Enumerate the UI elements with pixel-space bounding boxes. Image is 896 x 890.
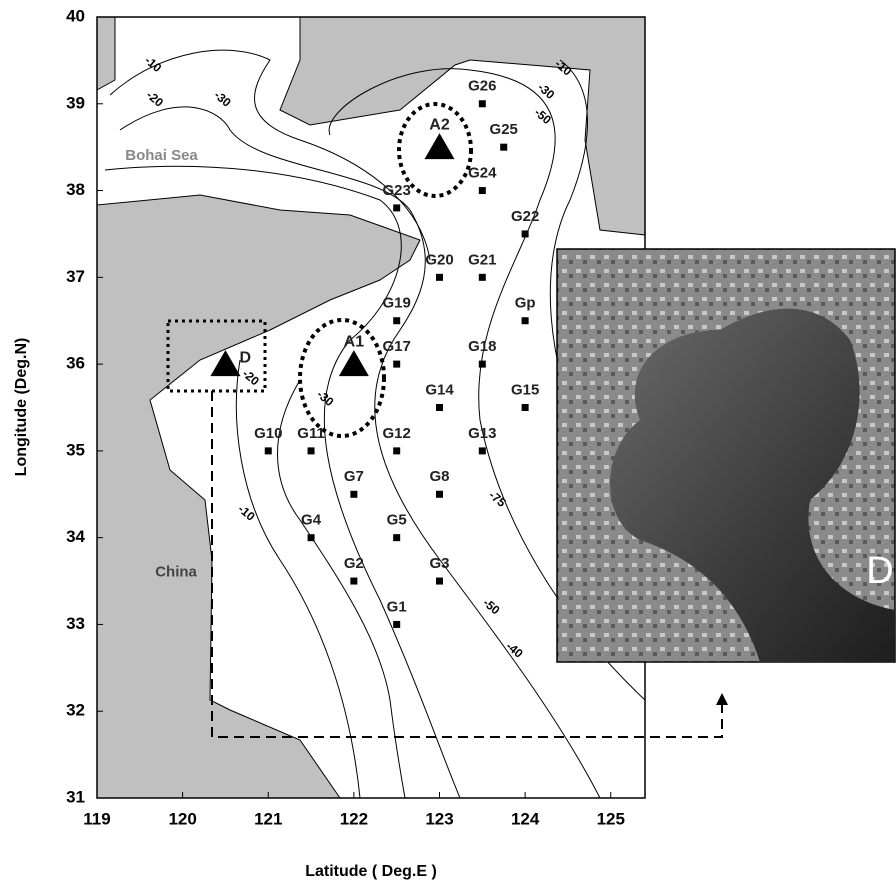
y-tick-label: 35 <box>66 440 85 459</box>
arrow-head <box>716 693 728 705</box>
station-marker <box>393 317 401 325</box>
inset-water <box>610 308 895 662</box>
station-label: G22 <box>511 208 539 225</box>
site-label: A1 <box>344 333 365 350</box>
inset-photo: D <box>556 248 896 663</box>
y-tick-label: 40 <box>66 6 85 25</box>
station-label: G12 <box>383 425 411 442</box>
station-label: G25 <box>490 121 518 138</box>
station-marker <box>350 577 358 585</box>
station-marker <box>521 404 529 411</box>
station-label: G23 <box>383 182 411 199</box>
station-marker <box>478 360 486 368</box>
inset-pointer <box>211 391 723 738</box>
station-marker <box>393 447 401 455</box>
station-marker <box>478 273 486 281</box>
x-tick-label: 125 <box>597 809 625 828</box>
station-marker <box>478 100 486 108</box>
station-marker <box>393 620 401 628</box>
station-label: G8 <box>429 468 449 485</box>
station-label: Gp <box>515 295 536 312</box>
site-circle <box>397 102 473 198</box>
station-label: G19 <box>383 295 411 312</box>
station-marker <box>436 404 443 411</box>
site-marker <box>424 133 455 160</box>
x-tick-label: 119 <box>83 809 110 828</box>
station-marker <box>307 534 315 542</box>
place-label: China <box>155 563 197 580</box>
station-label: G21 <box>468 251 496 268</box>
site-label: D <box>239 349 251 366</box>
station-marker <box>478 447 486 455</box>
station-label: G4 <box>301 512 322 529</box>
station-label: G2 <box>344 555 364 572</box>
station-label: G10 <box>254 425 282 442</box>
station-label: G1 <box>387 598 407 615</box>
y-tick-label: 36 <box>66 354 85 373</box>
station-marker <box>500 143 508 151</box>
x-tick-label: 120 <box>168 809 196 828</box>
y-tick-label: 34 <box>66 527 85 546</box>
station-marker <box>436 273 443 281</box>
station-label: G24 <box>468 165 497 182</box>
station-label: G14 <box>425 381 454 398</box>
x-tick-label: 122 <box>340 809 368 828</box>
station-label: G7 <box>344 468 364 485</box>
station-marker <box>521 230 529 238</box>
station-marker <box>393 534 401 542</box>
y-tick-label: 39 <box>66 93 85 112</box>
station-label: G20 <box>425 251 453 268</box>
y-tick-label: 33 <box>66 614 85 633</box>
station-label: G26 <box>468 78 496 95</box>
contour-line <box>104 165 461 799</box>
y-axis-title: Longitude (Deg.N) <box>13 338 30 477</box>
site-circle <box>298 318 386 438</box>
station-marker <box>307 447 315 455</box>
station-label: G15 <box>511 381 539 398</box>
x-axis-title: Latitude ( Deg.E ) <box>305 863 437 880</box>
inset-label: D <box>866 550 893 592</box>
station-marker <box>436 490 443 498</box>
site-marker <box>210 350 241 377</box>
contour-line <box>277 379 406 799</box>
contour-line <box>109 49 431 261</box>
y-tick-label: 31 <box>66 787 85 806</box>
station-marker <box>264 447 272 455</box>
station-label: G5 <box>387 512 407 529</box>
x-tick-label: 123 <box>425 809 453 828</box>
contour-line <box>119 106 601 799</box>
place-label: Bohai Sea <box>125 147 198 164</box>
station-marker <box>436 577 443 585</box>
site-label: A2 <box>429 116 450 133</box>
station-marker <box>350 490 358 498</box>
station-label: G17 <box>383 338 411 355</box>
sea <box>96 16 646 799</box>
station-marker <box>393 204 401 212</box>
contour-line <box>328 68 646 701</box>
y-tick-label: 32 <box>66 701 85 720</box>
x-tick-label: 121 <box>254 809 282 828</box>
station-label: G18 <box>468 338 496 355</box>
station-label: G3 <box>429 555 449 572</box>
station-marker <box>521 317 529 325</box>
station-label: G13 <box>468 425 496 442</box>
x-tick-label: 124 <box>511 809 540 828</box>
y-tick-label: 38 <box>66 180 85 199</box>
y-tick-label: 37 <box>66 267 85 286</box>
station-label: G11 <box>297 425 325 442</box>
station-marker <box>478 187 486 195</box>
site-marker <box>338 350 369 377</box>
contour-line <box>235 359 361 799</box>
station-marker <box>393 360 401 368</box>
